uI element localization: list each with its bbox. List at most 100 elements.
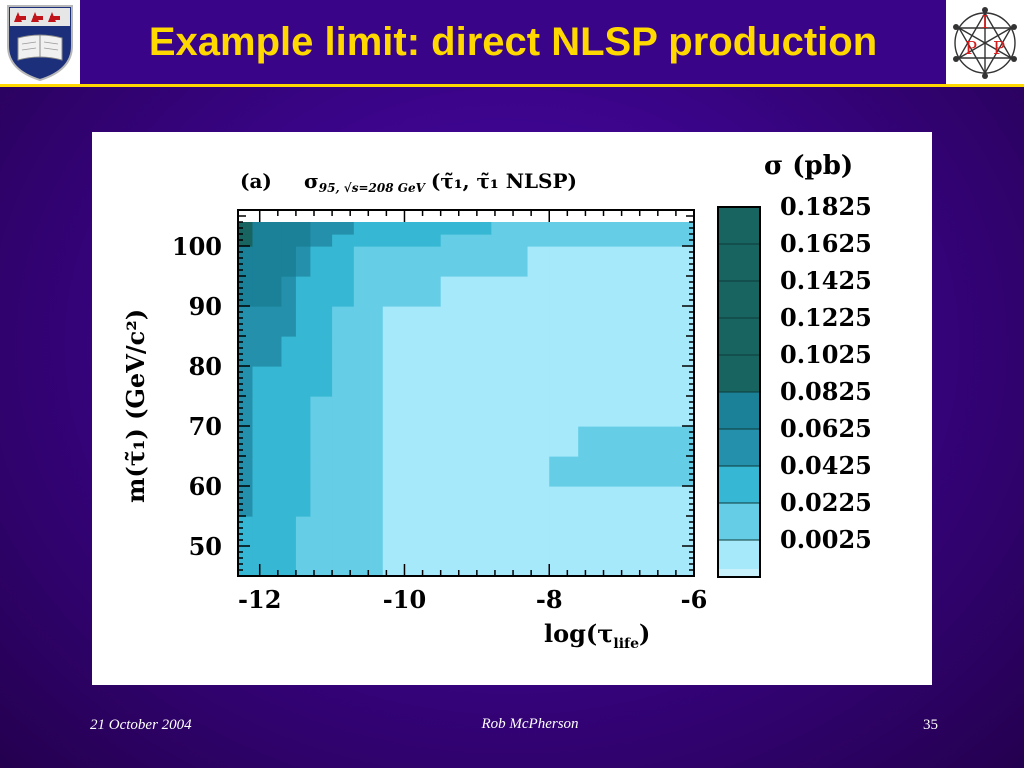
heatmap-cell — [238, 306, 254, 337]
heatmap-cell — [281, 486, 297, 517]
colorbar-swatch — [717, 354, 761, 393]
heatmap-cell — [491, 366, 529, 397]
heatmap-cell — [382, 336, 442, 367]
chart-title-tail: (τ̃₁, τ̃₁ NLSP) — [431, 169, 577, 193]
y-tick-label: 100 — [172, 232, 222, 261]
colorbar-swatch — [717, 391, 761, 430]
heatmap-cell — [491, 486, 529, 517]
heatmap-cell — [310, 306, 333, 337]
heatmap-cell — [527, 246, 550, 277]
heatmap-cell — [679, 234, 695, 247]
heatmap-cell — [607, 486, 630, 517]
heatmap-cell — [549, 456, 579, 487]
heatmap-cell — [310, 516, 333, 547]
heatmap-cell — [353, 306, 384, 337]
heatmap-cell — [382, 516, 442, 547]
colorbar-label: 0.1025 — [780, 340, 872, 369]
colorbar — [717, 206, 761, 578]
heatmap-cell — [440, 366, 492, 397]
heatmap-cell — [252, 366, 283, 397]
heatmap-cell — [657, 396, 681, 427]
heatmap-cell — [549, 426, 579, 457]
slide-title: Example limit: direct NLSP production — [148, 20, 878, 64]
heatmap-cell — [549, 486, 579, 517]
heatmap-cell — [310, 276, 333, 307]
heatmap-cell — [657, 306, 681, 337]
heatmap-cell — [295, 366, 311, 397]
heatmap-cell — [310, 456, 333, 487]
heatmap-cell — [238, 366, 254, 397]
heatmap-cell — [332, 426, 355, 457]
heatmap-cell — [295, 396, 311, 427]
heatmap-cell — [382, 276, 442, 307]
heatmap-cell — [332, 246, 355, 277]
heatmap-cell — [238, 222, 254, 235]
y-tick-label: 60 — [189, 472, 222, 501]
colorbar-label: 0.0825 — [780, 377, 872, 406]
heatmap-cell — [310, 426, 333, 457]
heatmap-cell — [281, 336, 297, 367]
heatmap-cell — [679, 366, 695, 397]
heatmap-cell — [440, 246, 492, 277]
heatmap-cell — [549, 336, 579, 367]
heatmap-cell — [491, 234, 529, 247]
heatmap-cell — [657, 546, 681, 577]
heatmap-cell — [281, 456, 297, 487]
heatmap-cell — [491, 276, 529, 307]
heatmap-cell — [310, 546, 333, 577]
heatmap-cell — [353, 426, 384, 457]
heatmap-cell — [628, 366, 659, 397]
chart-title-sub: 95, √s=208 GeV — [319, 181, 427, 195]
chart-title-main: σ — [304, 169, 319, 193]
colorbar-swatch — [717, 465, 761, 504]
ipp-letter-p-left: P — [965, 38, 977, 59]
heatmap-cell — [382, 456, 442, 487]
x-axis-label-sub: life — [613, 636, 639, 652]
colorbar-label: 0.1825 — [780, 192, 872, 221]
heatmap-cell — [238, 396, 254, 427]
heatmap-cell — [578, 396, 608, 427]
heatmap-cell — [578, 336, 608, 367]
heatmap-cell — [238, 426, 254, 457]
heatmap-cell — [238, 546, 254, 577]
heatmap-cell — [238, 234, 254, 247]
heatmap-cell — [578, 366, 608, 397]
heatmap-cell — [382, 222, 442, 235]
footer-author: Rob McPherson — [481, 716, 579, 732]
heatmap-cell — [295, 456, 311, 487]
colorbar-label: 0.0625 — [780, 414, 872, 443]
colorbar-label: 0.0425 — [780, 451, 872, 480]
y-tick-label: 80 — [189, 352, 222, 381]
heatmap-cell — [353, 336, 384, 367]
heatmap-cell — [578, 516, 608, 547]
heatmap-cell — [238, 486, 254, 517]
y-tick-label: 50 — [189, 532, 222, 561]
heatmap-cell — [353, 222, 384, 235]
heatmap-cell — [332, 234, 355, 247]
heatmap-cell — [491, 546, 529, 577]
heatmap-cell — [578, 306, 608, 337]
heatmap-cell — [332, 222, 355, 235]
heatmap-cell — [332, 366, 355, 397]
cross-section-heatmap: -12 -10 -8 -6 50 60 70 80 90 100 (a) σ95, √s=208 … — [121, 151, 872, 652]
colorbar-label: 0.0025 — [780, 525, 872, 554]
colorbar-swatch — [717, 502, 761, 541]
heatmap-cell — [440, 234, 492, 247]
heatmap-cell — [252, 234, 283, 247]
heatmap-cell — [252, 486, 283, 517]
heatmap-cell — [527, 486, 550, 517]
heatmap-cell — [295, 486, 311, 517]
heatmap-cell — [527, 546, 550, 577]
heatmap-cell — [310, 246, 333, 277]
figure-panel: -12 -10 -8 -6 50 60 70 80 90 100 (a) σ95, √s=208 … — [92, 132, 932, 685]
heatmap-cell — [353, 456, 384, 487]
heatmap-cell — [628, 396, 659, 427]
title-underline — [0, 84, 1024, 87]
heatmap-cell — [353, 516, 384, 547]
heatmap-cell — [382, 546, 442, 577]
heatmap-cell — [657, 456, 681, 487]
heatmap-cell — [607, 546, 630, 577]
heatmap-cell — [527, 306, 550, 337]
heatmap-cell — [679, 222, 695, 235]
heatmap-cell — [607, 336, 630, 367]
